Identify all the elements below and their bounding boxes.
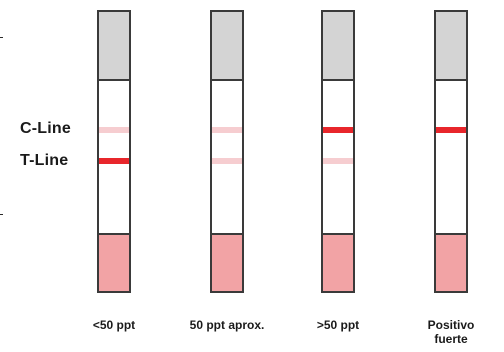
strip-caption-2: 50 ppt aprox. bbox=[172, 318, 282, 332]
t-line-label: T-Line bbox=[20, 152, 69, 169]
caption-line: fuerte bbox=[434, 332, 468, 346]
test-strip-4 bbox=[434, 10, 468, 293]
caption-line: 50 ppt aprox. bbox=[189, 318, 265, 332]
strip-caption-3: >50 ppt bbox=[283, 318, 393, 332]
caption-line: <50 ppt bbox=[92, 318, 136, 332]
test-strip-3 bbox=[321, 10, 355, 293]
test-strip-2 bbox=[210, 10, 244, 293]
test-line bbox=[212, 158, 242, 164]
control-line bbox=[212, 127, 242, 133]
caption-line: >50 ppt bbox=[316, 318, 360, 332]
sample-pad bbox=[323, 233, 353, 291]
strip-caption-1: <50 ppt bbox=[59, 318, 169, 332]
control-line bbox=[436, 127, 466, 133]
control-line bbox=[99, 127, 129, 133]
sample-pad bbox=[212, 233, 242, 291]
test-strip-1 bbox=[97, 10, 131, 293]
sample-pad bbox=[99, 233, 129, 291]
test-line bbox=[323, 158, 353, 164]
sample-pad bbox=[436, 233, 466, 291]
strip-cap bbox=[212, 12, 242, 81]
strip-cap bbox=[436, 12, 466, 81]
caption-line: Positivo bbox=[427, 318, 475, 332]
control-line bbox=[323, 127, 353, 133]
c-line-label: C-Line bbox=[20, 120, 71, 137]
edge-mark bbox=[0, 214, 3, 215]
strip-caption-4: Positivo fuerte bbox=[396, 318, 504, 346]
strip-cap bbox=[323, 12, 353, 81]
test-line bbox=[99, 158, 129, 164]
edge-mark bbox=[0, 37, 3, 38]
strip-cap bbox=[99, 12, 129, 81]
